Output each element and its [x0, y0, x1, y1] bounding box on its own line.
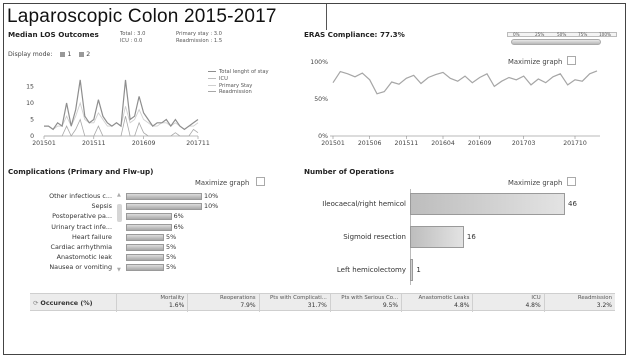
summary-header: Anastomotic Leaks [418, 295, 470, 301]
operation-label: Sigmoid resection [343, 233, 406, 241]
complication-value: 10% [204, 192, 219, 200]
summary-value: 4.8% [454, 302, 470, 309]
scroll-down-icon[interactable]: ▼ [117, 267, 121, 273]
mode-2-label[interactable]: 2 [86, 51, 91, 58]
complication-bar[interactable] [126, 223, 172, 231]
legend-icu: ICU [208, 76, 269, 83]
complication-label: Sepsis [91, 202, 112, 211]
slide-title: Laparoscopic Colon 2015-2017 [7, 6, 277, 27]
eras-panel-title: ERAS Compliance: 77.3% [304, 30, 405, 39]
complication-value: 5% [166, 263, 177, 272]
complication-label: Urinary tract infe... [51, 222, 112, 231]
summary-value: 4.8% [525, 302, 541, 309]
complications-maximize-checkbox[interactable] [256, 177, 265, 186]
scroll-up-icon[interactable]: ▲ [117, 192, 121, 198]
los-panel-title: Median LOS Outcomes [8, 30, 99, 39]
complication-label: Anastomotic leak [56, 253, 112, 262]
summary-cell: Pts with Serious Co... 9.5% [329, 294, 401, 312]
operation-label: Left hemicolectomy [336, 266, 406, 274]
eras-maximize-label: Maximize graph [508, 58, 563, 66]
summary-header: Mortality [160, 295, 185, 301]
eras-slider-handle[interactable] [511, 39, 601, 45]
los-stat-readmission: Readmission : 1.5 [176, 38, 223, 44]
info-icon: ⟳ [33, 299, 41, 307]
operations-maximize-checkbox[interactable] [567, 177, 576, 186]
summary-cell: ICU 4.8% [472, 294, 543, 312]
summary-value: 1.6% [169, 302, 185, 309]
operation-bar[interactable] [410, 226, 464, 248]
summary-cell: Reoperations 7.9% [187, 294, 258, 312]
summary-value: 3.2% [596, 302, 612, 309]
summary-header: Reoperations [220, 295, 256, 301]
complication-bar[interactable] [126, 244, 164, 251]
operations-maximize-label: Maximize graph [508, 179, 563, 187]
complications-maximize-label: Maximize graph [195, 179, 250, 187]
complication-bar[interactable] [126, 233, 164, 241]
complication-value: 5% [166, 232, 177, 241]
summary-header: Pts with Complicati... [270, 295, 327, 301]
display-mode-label: Display mode: [8, 51, 53, 58]
eras-maximize-checkbox[interactable] [567, 56, 576, 65]
complication-label: Postoperative pa... [52, 212, 112, 221]
complication-value: 6% [173, 212, 184, 221]
summary-cell: Anastomotic Leaks 4.8% [401, 294, 472, 312]
operations-panel-title: Number of Operations [304, 167, 395, 176]
operation-value: 16 [466, 233, 476, 241]
complication-value: 10% [204, 202, 219, 211]
complication-bar[interactable] [126, 193, 202, 200]
complication-label: Heart failure [71, 232, 112, 241]
complication-label: Cardiac arrhythmia [50, 243, 112, 251]
scroll-thumb[interactable] [117, 204, 122, 222]
mode-1-label[interactable]: 1 [67, 51, 72, 58]
los-stat-total: Total : 3.0 [120, 31, 146, 37]
summary-cell: Pts with Complicati... 31.7% [258, 294, 330, 312]
title-divider [326, 4, 327, 30]
operation-bar[interactable] [410, 259, 414, 281]
summary-value: 9.5% [382, 302, 399, 309]
complication-label: Other infectious c... [49, 192, 112, 200]
slider-tick-75: 75% [578, 32, 588, 37]
summary-cell: Readmission 3.2% [543, 294, 615, 312]
slider-tick-25: 25% [535, 32, 545, 37]
summary-header: Readmission [577, 295, 612, 301]
operation-value: 46 [568, 200, 577, 208]
occurence-label: ⟳ Occurence (%) [33, 299, 93, 307]
complication-value: 6% [173, 222, 184, 231]
slide-frame [3, 3, 626, 355]
slider-tick-100: 100% [599, 32, 611, 37]
mode-1-swatch[interactable] [60, 51, 66, 57]
los-legend: Total lenght of stay ICU Primary Stay Re… [208, 69, 269, 96]
operation-bar[interactable] [410, 193, 565, 215]
slider-tick-50: 50% [557, 32, 567, 37]
legend-readmission: Readmission [208, 89, 269, 96]
complication-value: 5% [166, 253, 177, 262]
complication-bar[interactable] [126, 254, 164, 262]
complications-panel-title: Complications (Primary and Flw-up) [8, 167, 154, 176]
legend-total: Total lenght of stay [208, 69, 269, 76]
complication-bar[interactable] [126, 264, 164, 272]
summary-header: Pts with Serious Co... [341, 295, 399, 301]
los-stat-primary: Primary stay : 3.0 [176, 31, 222, 37]
mode-2-swatch[interactable] [79, 51, 85, 57]
complications-scrollbar[interactable]: ▲ ▼ [116, 192, 123, 274]
slider-tick-0: 0% [513, 32, 520, 37]
complication-label: Nausea or vomiting [49, 263, 112, 272]
operation-label: Ileocaecal/right hemicol [322, 200, 406, 208]
display-mode-selector: Display mode: 1 2 [8, 51, 90, 58]
los-stat-icu: ICU : 0.0 [120, 38, 143, 44]
complication-value: 5% [166, 243, 177, 251]
summary-value: 7.9% [240, 302, 256, 309]
legend-primary: Primary Stay [208, 83, 269, 90]
eras-slider[interactable]: 0% 25% 50% 75% 100% [507, 32, 617, 46]
complication-bar[interactable] [126, 203, 202, 211]
complication-bar[interactable] [126, 213, 172, 221]
eras-slider-track[interactable] [507, 32, 617, 37]
summary-header: ICU [531, 295, 541, 301]
operation-value: 1 [416, 266, 421, 274]
summary-bar: ⟳ Occurence (%) Mortality 1.6% Reoperation… [30, 293, 615, 312]
summary-value: 31.7% [307, 302, 327, 309]
summary-cell: Mortality 1.6% [116, 294, 187, 312]
